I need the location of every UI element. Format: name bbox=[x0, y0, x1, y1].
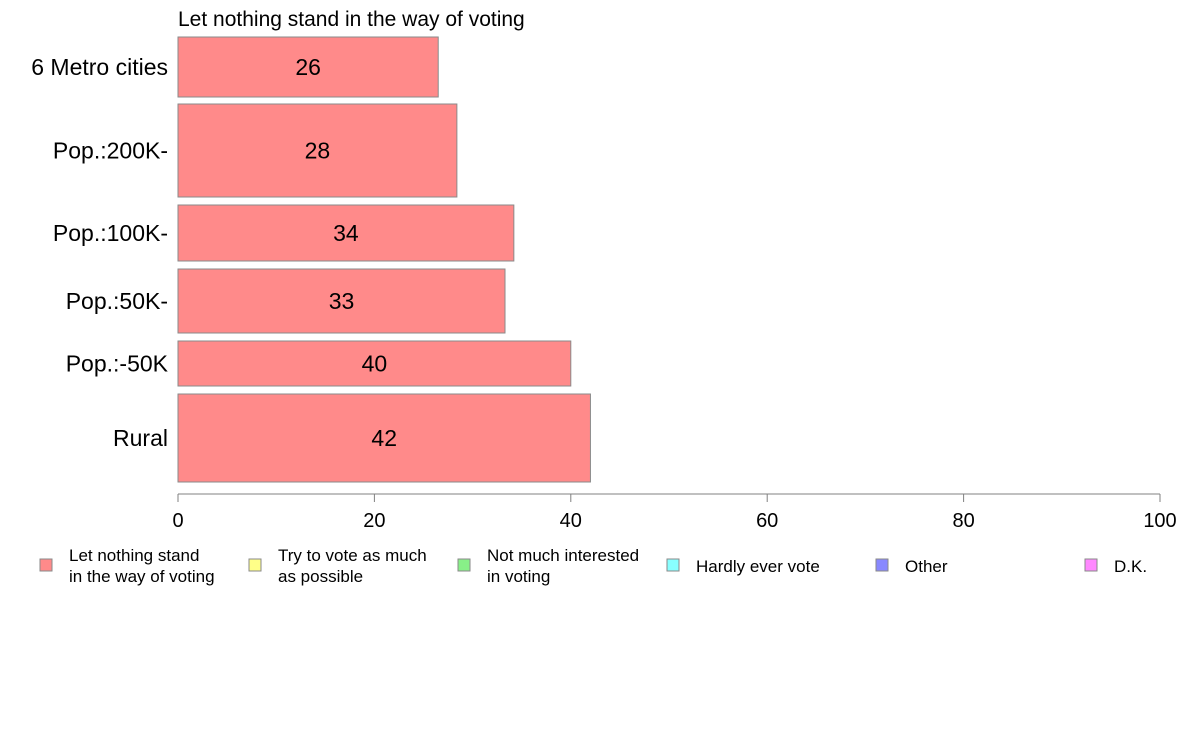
bar bbox=[177, 268, 506, 334]
legend-swatch bbox=[248, 558, 262, 572]
legend-swatch bbox=[875, 558, 889, 572]
x-tick-label: 0 bbox=[172, 510, 183, 532]
category-label: Rural bbox=[113, 425, 168, 451]
legend-swatch bbox=[39, 558, 53, 572]
x-tick-label: 40 bbox=[560, 510, 582, 532]
legend-item: Try to vote as much as possible bbox=[248, 546, 427, 586]
legend-item: Let nothing stand in the way of voting bbox=[39, 546, 215, 586]
legend-label: as possible bbox=[278, 567, 363, 586]
bar bbox=[177, 393, 591, 483]
bar-value-label: 42 bbox=[371, 425, 397, 451]
legend-label: Other bbox=[905, 557, 948, 576]
chart-title: Let nothing stand in the way of voting bbox=[178, 8, 525, 31]
category-label: 6 Metro cities bbox=[31, 54, 168, 80]
legend-item: Not much interested in voting bbox=[457, 546, 639, 586]
bar bbox=[177, 36, 439, 98]
bar bbox=[177, 204, 515, 262]
legend: Let nothing stand in the way of voting Try… bbox=[39, 546, 1147, 586]
x-tick-label: 80 bbox=[952, 510, 974, 532]
legend-item: Hardly ever vote bbox=[666, 557, 820, 576]
legend-swatch bbox=[666, 558, 680, 572]
category-label: Pop.:-50K bbox=[66, 351, 169, 377]
legend-label: D.K. bbox=[1114, 557, 1147, 576]
x-tick-label: 20 bbox=[363, 510, 385, 532]
bar-value-label: 26 bbox=[295, 54, 321, 80]
x-axis: 0 20 40 60 80 100 bbox=[172, 493, 1177, 532]
category-label: Pop.:100K- bbox=[53, 220, 168, 246]
bar-value-label: 28 bbox=[305, 138, 331, 164]
bar-value-label: 40 bbox=[362, 351, 388, 377]
legend-label: in the way of voting bbox=[69, 567, 215, 586]
legend-item: D.K. bbox=[1084, 557, 1147, 576]
category-label: Pop.:200K- bbox=[53, 138, 168, 164]
bar-value-label: 33 bbox=[329, 288, 355, 314]
x-tick-label: 60 bbox=[756, 510, 778, 532]
bar bbox=[177, 340, 572, 387]
bar bbox=[177, 103, 458, 198]
legend-item: Other bbox=[875, 557, 948, 576]
legend-label: in voting bbox=[487, 567, 550, 586]
legend-label: Let nothing stand bbox=[69, 546, 199, 565]
category-labels: 6 Metro cities Pop.:200K- Pop.:100K- Pop.:5… bbox=[31, 54, 168, 451]
bar-value-label: 34 bbox=[333, 220, 359, 246]
legend-label: Hardly ever vote bbox=[696, 557, 820, 576]
legend-label: Try to vote as much bbox=[278, 546, 427, 565]
legend-label: Not much interested bbox=[487, 546, 639, 565]
legend-swatch bbox=[1084, 558, 1098, 572]
x-tick-label: 100 bbox=[1143, 510, 1176, 532]
category-label: Pop.:50K- bbox=[66, 288, 168, 314]
bars-group: 26 28 34 33 40 42 bbox=[177, 36, 591, 483]
legend-swatch bbox=[457, 558, 471, 572]
